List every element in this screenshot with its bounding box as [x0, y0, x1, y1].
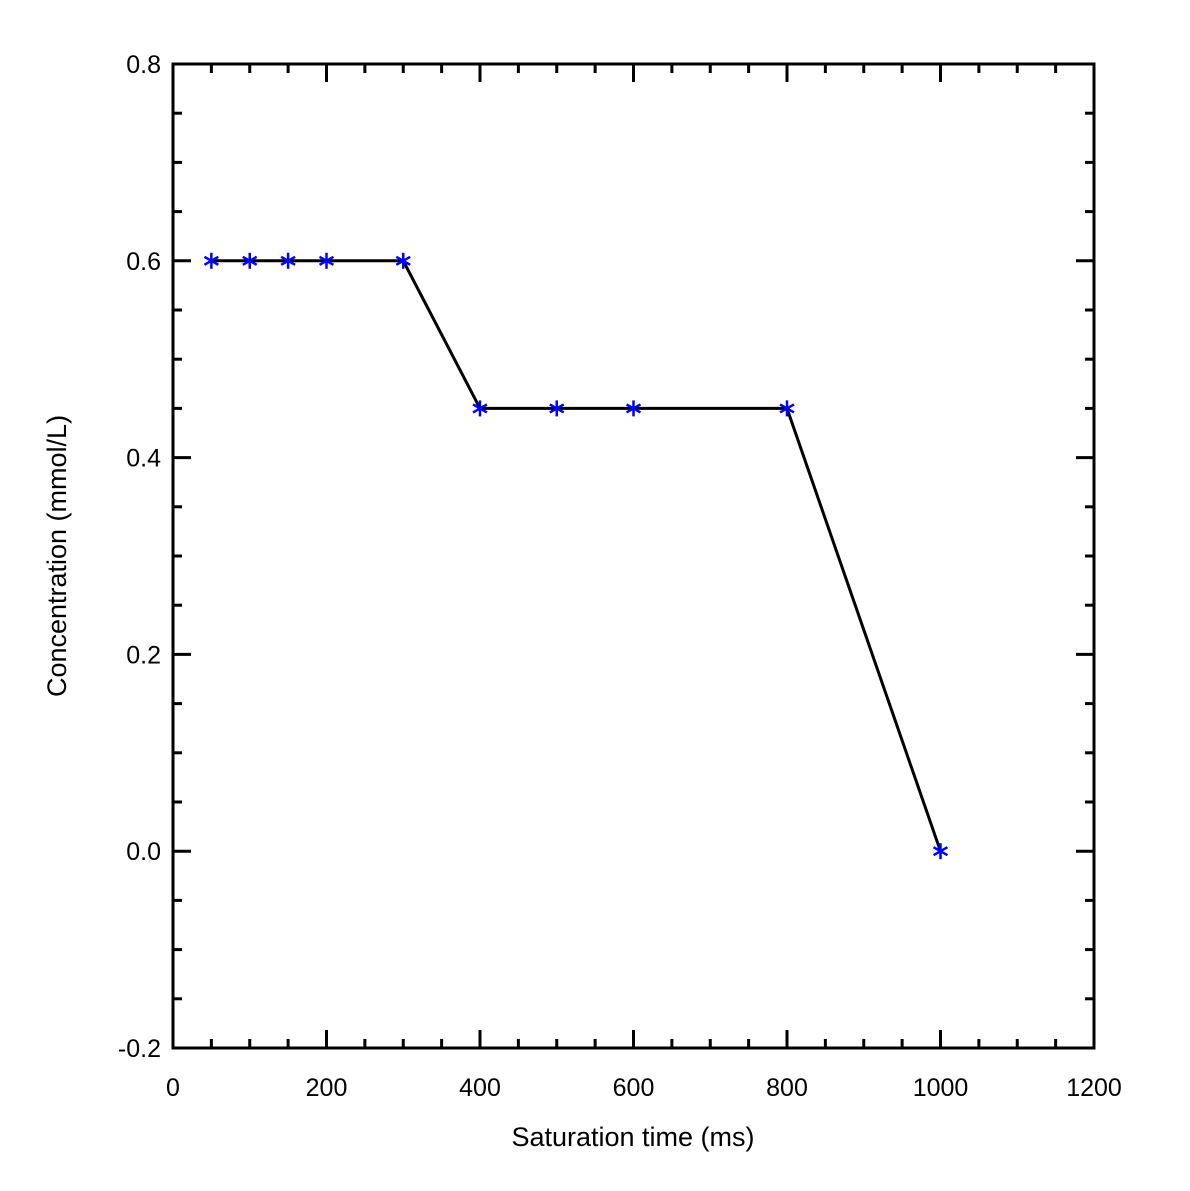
- data-point: [318, 252, 335, 269]
- data-point: [280, 252, 296, 269]
- x-axis-label: Saturation time (ms): [511, 1122, 754, 1152]
- y-tick-label: 0.4: [126, 445, 161, 473]
- plot-frame: [171, 62, 1096, 1050]
- data-point: [779, 400, 795, 417]
- x-tick-label: 1000: [913, 1074, 969, 1102]
- axis-ticks: [171, 62, 1096, 1050]
- data-point: [242, 252, 258, 269]
- y-tick-label: 0.6: [126, 248, 161, 276]
- x-tick-label: 0: [166, 1074, 180, 1102]
- data-point: [625, 400, 642, 417]
- y-axis-label: Concentration (mmol/L): [42, 415, 72, 697]
- x-tick-label: 600: [613, 1074, 655, 1102]
- y-tick-label: 0.8: [126, 51, 161, 79]
- axis-tick-labels: 0 200 400 600 800 1000 1200 -0.2 0.0 0.2 0.4 0.6 0.8: [118, 51, 1122, 1102]
- x-tick-label: 800: [766, 1074, 808, 1102]
- series-line: [211, 259, 942, 852]
- y-tick-label: 0.0: [126, 838, 161, 866]
- data-point: [472, 400, 488, 417]
- data-point: [395, 252, 411, 269]
- data-point: [203, 252, 219, 269]
- y-tick-label: -0.2: [118, 1035, 161, 1063]
- series-markers: [203, 252, 949, 860]
- x-tick-label: 400: [459, 1074, 501, 1102]
- data-point: [932, 843, 949, 860]
- data-point: [549, 400, 565, 417]
- y-tick-label: 0.2: [126, 641, 161, 669]
- x-tick-label: 1200: [1066, 1074, 1122, 1102]
- x-tick-label: 200: [306, 1074, 348, 1102]
